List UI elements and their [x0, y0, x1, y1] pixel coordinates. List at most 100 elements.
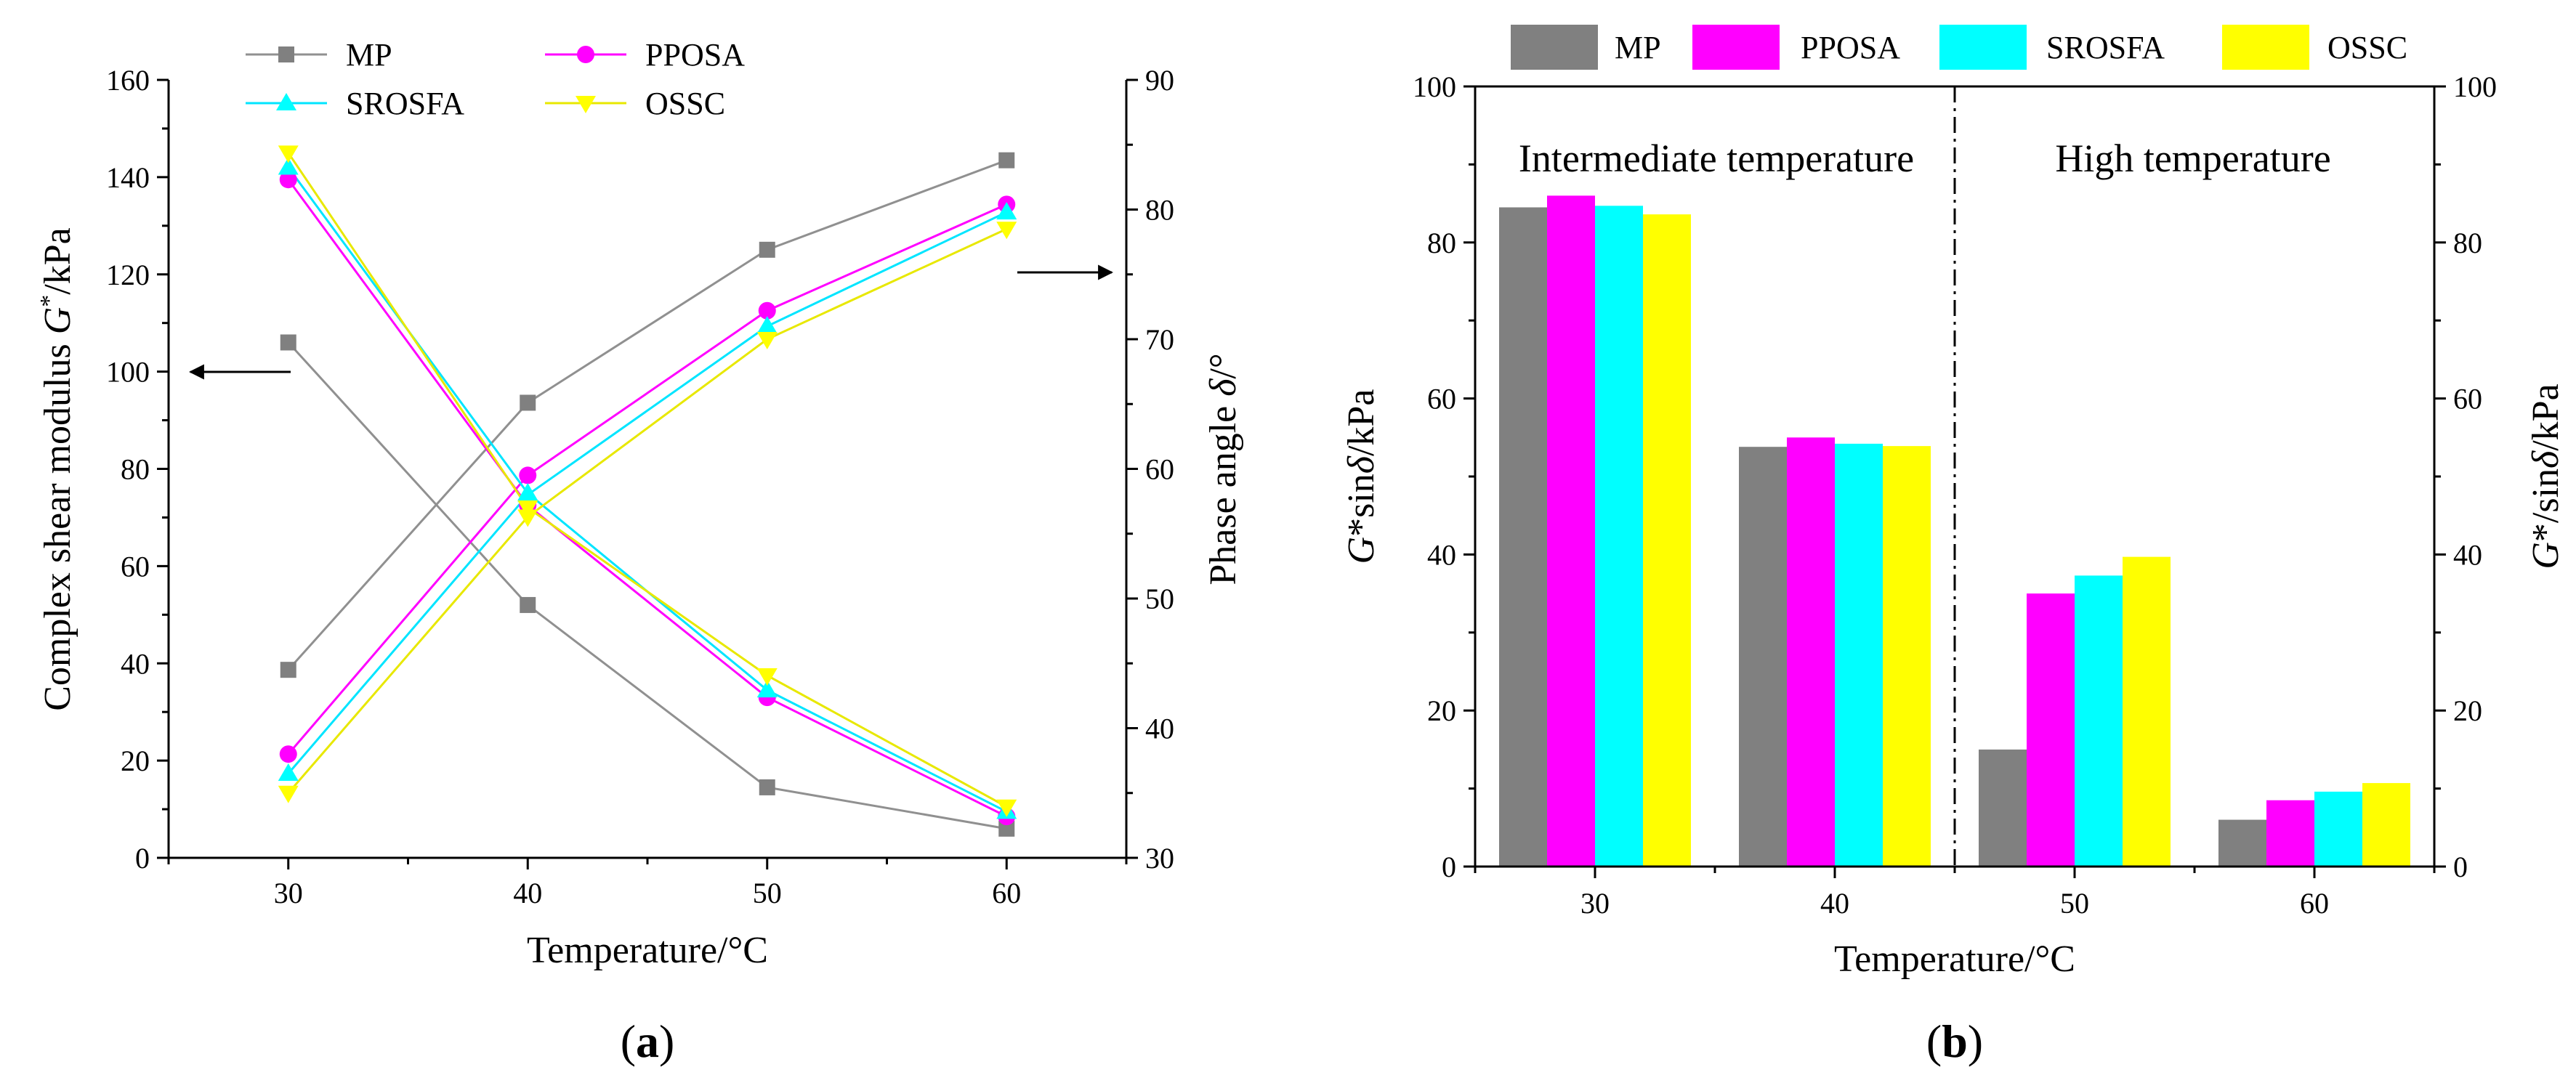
b-left-tick-label: 100 [1413, 70, 1456, 103]
a-series-markers [278, 145, 1017, 837]
b-legend-label-srosfa: SROSFA [2046, 30, 2165, 65]
a-right-tick-label: 40 [1145, 713, 1174, 745]
a-phase-line-ossc [287, 227, 1007, 794]
a-phase-point-ossc [996, 222, 1017, 240]
a-legend-label-mp: MP [346, 37, 392, 73]
b-left-tick-label: 40 [1427, 538, 1456, 571]
a-phase-line-srosfa [287, 211, 1007, 774]
panel-b-bar-chart: 0 0 20 20 40 40 60 60 80 80 100 100 30 40 50 60 Interme… [1341, 25, 2567, 1067]
b-legend-item-srosfa: SROSFA [1939, 25, 2165, 70]
b-legend-label-ossc: OSSC [2327, 30, 2407, 65]
b-bar-ossc-50 [2123, 556, 2171, 867]
b-legend: MP PPOSA SROSFA OSSC [1511, 25, 2407, 70]
a-series-lines [287, 152, 1007, 830]
a-modulus-line-mp [287, 341, 1007, 830]
b-left-tick-label: 20 [1427, 694, 1456, 727]
b-left-tick-label: 60 [1427, 383, 1456, 415]
b-x-tick-label: 50 [2060, 887, 2089, 920]
a-left-tick-label: 160 [106, 64, 150, 97]
a-legend-item-mp: MP [246, 37, 392, 73]
a-phase-point-mp [520, 394, 536, 411]
b-bar-pposa-60 [2266, 800, 2314, 867]
panel-a-line-chart: 0 20 40 60 80 100 120 140 160 30 40 50 60 70 80 90 30 40 5… [36, 37, 1245, 1067]
a-phase-point-srosfa [278, 763, 299, 781]
b-right-tick-label: 0 [2453, 851, 2468, 883]
a-right-tick-label: 50 [1145, 583, 1174, 615]
b-right-tick-label: 40 [2453, 538, 2482, 571]
a-legend-label-srosfa: SROSFA [346, 86, 464, 121]
b-right-tick-label: 60 [2453, 383, 2482, 415]
a-left-tick-label: 40 [121, 647, 150, 680]
a-phase-point-pposa [519, 466, 537, 484]
a-left-tick-label: 20 [121, 745, 150, 777]
a-phase-point-srosfa [517, 484, 538, 503]
b-bar-ossc-30 [1643, 214, 1691, 867]
a-right-tick-label: 70 [1145, 323, 1174, 356]
b-legend-item-mp: MP [1511, 25, 1661, 70]
b-bar-mp-30 [1499, 207, 1547, 867]
a-modulus-point-mp [520, 596, 536, 613]
b-bar-srosfa-50 [2075, 575, 2123, 867]
a-phase-point-srosfa [756, 316, 778, 334]
a-modulus-point-ossc [756, 668, 778, 686]
a-x-tick-label: 30 [274, 877, 303, 909]
a-x-tick-label: 60 [992, 877, 1021, 909]
a-phase-point-ossc [278, 785, 299, 803]
b-bar-ossc-60 [2362, 783, 2410, 867]
a-left-tick-label: 80 [121, 453, 150, 486]
b-bar-pposa-30 [1547, 195, 1595, 867]
b-right-tick-label: 80 [2453, 227, 2482, 259]
a-left-axis-title: Complex shear modulus G*/kPa [36, 227, 79, 711]
b-legend-item-pposa: PPOSA [1692, 25, 1900, 70]
a-phase-point-ossc [756, 332, 778, 349]
b-right-tick-label: 100 [2453, 70, 2497, 103]
a-panel-label: (a) [621, 1015, 675, 1067]
a-modulus-point-pposa [279, 171, 297, 189]
a-phase-point-srosfa [996, 202, 1017, 220]
a-left-tick-label: 60 [121, 550, 150, 583]
a-legend-item-pposa: PPOSA [545, 37, 745, 73]
a-legend-label-ossc: OSSC [645, 86, 725, 121]
b-bar-srosfa-30 [1595, 206, 1643, 867]
a-modulus-point-ossc [996, 799, 1017, 817]
b-legend-label-mp: MP [1615, 30, 1661, 65]
a-phase-point-mp [280, 662, 296, 678]
a-x-axis-title: Temperature/°C [527, 930, 768, 971]
b-panel-label: (b) [1926, 1015, 1983, 1067]
b-left-axis-title: G*sinδ/kPa [1341, 389, 1382, 564]
a-left-tick-label: 0 [135, 842, 150, 875]
a-right-tick-label: 30 [1145, 842, 1174, 875]
a-modulus-point-mp [998, 820, 1015, 837]
a-right-tick-label: 60 [1145, 453, 1174, 486]
a-left-tick-label: 120 [106, 259, 150, 291]
a-modulus-point-srosfa [278, 157, 299, 175]
a-modulus-point-mp [759, 779, 775, 795]
a-modulus-line-ossc [287, 152, 1007, 808]
a-left-tick-label: 140 [106, 161, 150, 194]
b-bar-mp-50 [1979, 749, 2027, 867]
a-legend: MP PPOSA SROSFA OSSC [246, 37, 745, 121]
a-modulus-point-mp [280, 334, 296, 351]
b-legend-label-pposa: PPOSA [1801, 30, 1900, 65]
b-x-tick-label: 40 [1820, 887, 1849, 920]
a-right-axis-title: Phase angle δ/° [1203, 353, 1244, 585]
b-left-tick-label: 0 [1442, 851, 1456, 883]
a-ticks: 0 20 40 60 80 100 120 140 160 30 40 50 60 70 80 90 30 40 5… [106, 64, 1174, 909]
a-phase-point-mp [998, 152, 1015, 169]
b-ticks: 0 0 20 20 40 40 60 60 80 80 100 100 30 40 50 60 [1413, 70, 2497, 920]
b-x-axis-title: Temperature/°C [1834, 938, 2075, 980]
b-region-label-high: High temperature [2055, 137, 2330, 180]
a-legend-item-srosfa: SROSFA [246, 86, 464, 121]
b-region-label-intermediate: Intermediate temperature [1519, 137, 1914, 180]
a-x-tick-label: 50 [753, 877, 782, 909]
a-phase-point-pposa [279, 745, 297, 763]
b-bar-pposa-40 [1787, 437, 1835, 867]
b-bars [1499, 195, 2410, 867]
a-left-tick-label: 100 [106, 356, 150, 389]
a-right-tick-label: 90 [1145, 64, 1174, 97]
a-legend-label-pposa: PPOSA [645, 37, 745, 73]
b-bar-srosfa-60 [2314, 791, 2362, 867]
a-modulus-point-ossc [517, 500, 538, 519]
a-modulus-point-ossc [278, 145, 299, 163]
a-modulus-point-srosfa [756, 680, 778, 698]
